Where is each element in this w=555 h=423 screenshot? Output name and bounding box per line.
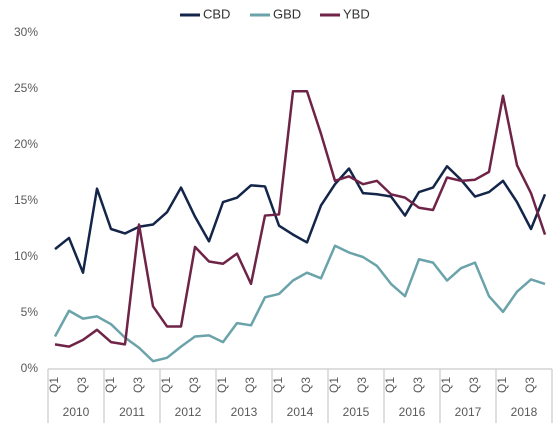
x-tick-label: Q3	[243, 377, 257, 393]
x-tick-label: Q1	[439, 377, 453, 393]
x-group-label: 2012	[175, 405, 202, 419]
y-tick-label: 5%	[21, 305, 39, 319]
y-tick-label: 15%	[14, 193, 38, 207]
legend-text: YBD	[343, 6, 370, 21]
line-series	[54, 165, 547, 274]
x-tick-label: Q1	[215, 377, 229, 393]
line-series	[54, 89, 547, 348]
legend-text: CBD	[203, 6, 230, 21]
x-tick-label: Q3	[467, 377, 481, 393]
x-tick-label: Q3	[299, 377, 313, 393]
x-tick-label: Q3	[411, 377, 425, 393]
x-tick-label: Q3	[355, 377, 369, 393]
x-tick-label: Q1	[327, 377, 341, 393]
line-series	[53, 244, 546, 363]
x-group-label: 2013	[231, 405, 258, 419]
x-tick-label: Q1	[383, 377, 397, 393]
y-tick-label: 10%	[14, 249, 38, 263]
legend-text: GBD	[273, 6, 301, 21]
x-tick-label: Q3	[75, 377, 89, 393]
x-group-label: 2011	[119, 405, 145, 419]
x-group-label: 2014	[287, 405, 314, 419]
y-tick-label: 25%	[14, 81, 38, 95]
x-tick-label: Q3	[187, 377, 201, 393]
x-group-label: 2010	[63, 405, 90, 419]
x-group-label: 2018	[511, 405, 538, 419]
y-tick-label: 30%	[14, 25, 38, 39]
x-tick-label: Q3	[523, 377, 537, 393]
x-group-label: 2015	[343, 405, 370, 419]
x-tick-label: Q1	[159, 377, 173, 393]
x-tick-label: Q3	[131, 377, 145, 393]
x-tick-label: Q1	[47, 377, 61, 393]
y-tick-label: 20%	[14, 137, 38, 151]
x-tick-label: Q1	[271, 377, 285, 393]
x-tick-label: Q1	[495, 377, 509, 393]
x-tick-label: Q1	[103, 377, 117, 393]
y-tick-label: 0%	[21, 361, 39, 375]
x-group-label: 2017	[455, 405, 482, 419]
x-group-label: 2016	[399, 405, 426, 419]
